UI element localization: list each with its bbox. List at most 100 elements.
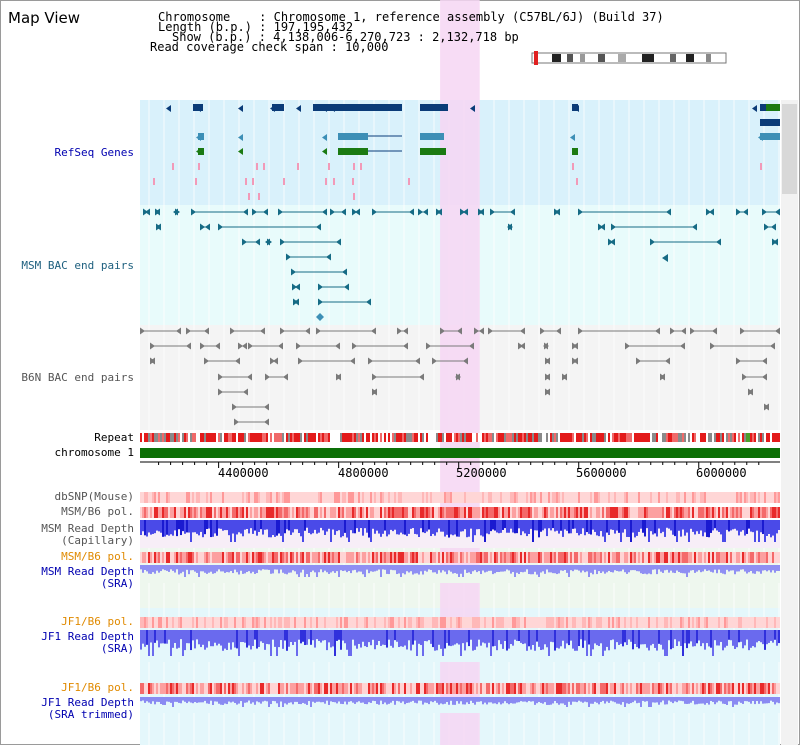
polymorphism-cell xyxy=(626,507,628,518)
polymorphism-cell xyxy=(162,617,164,628)
repeat-segment xyxy=(418,433,420,442)
depth-bar xyxy=(694,630,696,647)
polymorphism-cell xyxy=(770,683,772,694)
depth-bar xyxy=(410,520,412,529)
depth-bar xyxy=(500,565,502,572)
track-label-jf1-b6-pol-2[interactable]: JF1/B6 pol. xyxy=(61,681,134,694)
polymorphism-cell xyxy=(160,552,162,563)
track-label-msm-depth-cap-1[interactable]: MSM Read Depth xyxy=(41,522,134,535)
polymorphism-cell xyxy=(458,507,460,518)
depth-bar xyxy=(688,697,690,704)
depth-bar xyxy=(552,630,554,643)
depth-bar xyxy=(212,697,214,705)
depth-bar xyxy=(196,565,198,573)
polymorphism-cell xyxy=(376,492,378,503)
polymorphism-cell xyxy=(140,492,142,503)
depth-bar xyxy=(208,520,210,529)
depth-bar xyxy=(684,520,686,536)
polymorphism-cell xyxy=(304,492,306,503)
track-label-msm-bac[interactable]: MSM BAC end pairs xyxy=(21,259,134,272)
polymorphism-cell xyxy=(156,552,158,563)
depth-bar xyxy=(632,520,634,533)
depth-bar xyxy=(232,520,234,534)
depth-bar xyxy=(582,520,584,529)
polymorphism-cell xyxy=(242,492,244,503)
track-label-msm-b6-pol-1[interactable]: MSM/B6 pol. xyxy=(61,505,134,518)
polymorphism-cell xyxy=(434,552,436,563)
repeat-segment xyxy=(658,433,660,442)
polymorphism-cell xyxy=(764,617,766,628)
polymorphism-cell xyxy=(298,507,300,518)
depth-bar xyxy=(754,630,756,648)
depth-bar xyxy=(304,697,306,704)
polymorphism-cell xyxy=(382,507,384,518)
repeat-segment xyxy=(608,433,610,442)
repeat-segment xyxy=(640,433,642,442)
b6n-bac-pair-end xyxy=(232,403,237,411)
polymorphism-cell xyxy=(624,552,626,563)
repeat-segment xyxy=(462,433,464,442)
track-label-msm-depth-sra-1[interactable]: MSM Read Depth xyxy=(41,565,134,578)
depth-bar xyxy=(462,697,464,705)
polymorphism-cell xyxy=(174,683,176,694)
depth-bar xyxy=(276,520,278,536)
depth-bar xyxy=(614,630,616,650)
depth-bar xyxy=(686,565,688,577)
depth-bar xyxy=(432,697,434,703)
track-label-jf1-depth-trim-1[interactable]: JF1 Read Depth xyxy=(41,696,134,709)
polymorphism-cell xyxy=(738,492,740,503)
depth-bar xyxy=(432,630,434,648)
polymorphism-cell xyxy=(166,617,168,628)
repeat-segment xyxy=(668,433,670,442)
polymorphism-cell xyxy=(462,492,464,503)
depth-bar xyxy=(478,697,480,702)
polymorphism-cell xyxy=(740,617,742,628)
depth-bar xyxy=(334,520,336,535)
polymorphism-cell xyxy=(708,617,710,628)
polymorphism-cell xyxy=(542,683,544,694)
track-label-msm-b6-pol-2[interactable]: MSM/B6 pol. xyxy=(61,550,134,563)
depth-bar xyxy=(386,520,388,537)
polymorphism-cell xyxy=(430,492,432,503)
depth-bar xyxy=(454,565,456,574)
depth-bar xyxy=(626,565,628,574)
track-label-repeat[interactable]: Repeat xyxy=(94,431,134,444)
scrollbar-thumb[interactable] xyxy=(782,104,797,194)
depth-bar xyxy=(746,630,748,640)
depth-bar xyxy=(410,697,412,702)
polymorphism-cell xyxy=(538,507,540,518)
polymorphism-cell xyxy=(262,683,264,694)
polymorphism-cell xyxy=(452,507,454,518)
polymorphism-cell xyxy=(470,617,472,628)
depth-bar xyxy=(336,565,338,572)
polymorphism-cell xyxy=(760,552,762,563)
track-label-chromosome[interactable]: chromosome 1 xyxy=(54,446,134,459)
polymorphism-cell xyxy=(196,552,198,563)
depth-bar xyxy=(178,520,180,530)
depth-bar xyxy=(260,630,262,642)
track-label-refseq[interactable]: RefSeq Genes xyxy=(54,146,134,159)
depth-bar xyxy=(176,565,178,570)
track-label-b6n-bac[interactable]: B6N BAC end pairs xyxy=(21,371,134,384)
polymorphism-cell xyxy=(394,617,396,628)
polymorphism-cell xyxy=(618,492,620,503)
depth-bar xyxy=(414,520,416,534)
polymorphism-cell xyxy=(472,507,474,518)
depth-bar xyxy=(440,697,442,704)
polymorphism-cell xyxy=(516,552,518,563)
polymorphism-cell xyxy=(526,617,528,628)
scrollbar[interactable] xyxy=(781,100,798,745)
polymorphism-cell xyxy=(356,507,358,518)
polymorphism-cell xyxy=(454,492,456,503)
depth-bar xyxy=(256,697,258,702)
polymorphism-cell xyxy=(502,492,504,503)
polymorphism-cell xyxy=(310,617,312,628)
repeat-segment xyxy=(682,433,684,442)
polymorphism-cell xyxy=(320,552,322,563)
depth-bar xyxy=(228,697,230,702)
depth-bar xyxy=(468,520,470,537)
track-label-jf1-b6-pol-1[interactable]: JF1/B6 pol. xyxy=(61,615,134,628)
track-label-jf1-depth-sra-1[interactable]: JF1 Read Depth xyxy=(41,630,134,643)
track-label-dbsnp[interactable]: dbSNP(Mouse) xyxy=(54,490,134,503)
